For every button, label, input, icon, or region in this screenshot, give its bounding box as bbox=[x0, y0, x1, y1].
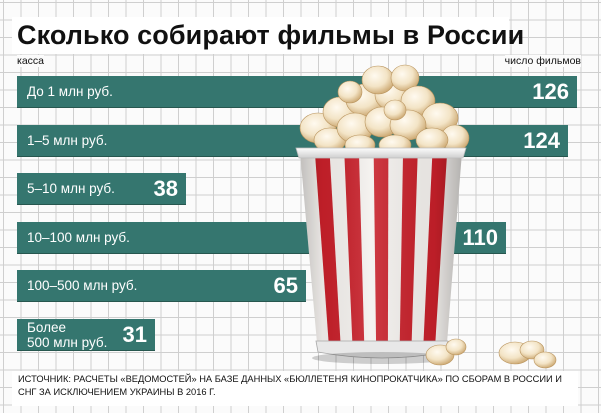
title-background bbox=[12, 17, 509, 54]
bar-label-1: 1–5 млн руб. bbox=[27, 133, 108, 148]
bar-2: 5–10 млн руб. 38 bbox=[17, 173, 186, 205]
bar-label-2: 5–10 млн руб. bbox=[27, 181, 115, 196]
chart-title: Сколько собирают фильмы в России bbox=[17, 20, 525, 50]
bar-value-3: 110 bbox=[462, 225, 499, 250]
bar-1: 1–5 млн руб. 124 bbox=[17, 125, 568, 157]
bar-value-1: 124 bbox=[523, 128, 560, 153]
bar-5: Более 500 млн руб. 31 bbox=[17, 319, 155, 351]
bar-label-5-1: 500 млн руб. bbox=[27, 335, 108, 350]
bar-4: 100–500 млн руб. 65 bbox=[17, 270, 306, 302]
value-axis-label: число фильмов bbox=[504, 55, 581, 67]
bucket-rim bbox=[295, 147, 467, 159]
bar-value-0: 126 bbox=[532, 79, 569, 104]
bar-value-2: 38 bbox=[153, 176, 178, 201]
bar-label-5-0: Более bbox=[27, 320, 66, 335]
bucket bbox=[300, 152, 462, 343]
bar-value-5: 31 bbox=[122, 322, 147, 347]
popcorn-pile bbox=[299, 64, 470, 156]
bar-label-3: 10–100 млн руб. bbox=[27, 230, 130, 245]
bar-value-4: 65 bbox=[273, 273, 298, 298]
loose-popcorn bbox=[425, 338, 557, 369]
source-background bbox=[12, 371, 578, 406]
category-axis-label: касса bbox=[17, 55, 45, 67]
bar-0: До 1 млн руб. 126 bbox=[17, 76, 577, 108]
source-note: ИСТОЧНИК: РАСЧЕТЫ «ВЕДОМОСТЕЙ» НА БАЗЕ Д… bbox=[18, 374, 562, 397]
bar-label-0: До 1 млн руб. bbox=[27, 84, 113, 99]
bar-label-4: 100–500 млн руб. bbox=[27, 278, 138, 293]
